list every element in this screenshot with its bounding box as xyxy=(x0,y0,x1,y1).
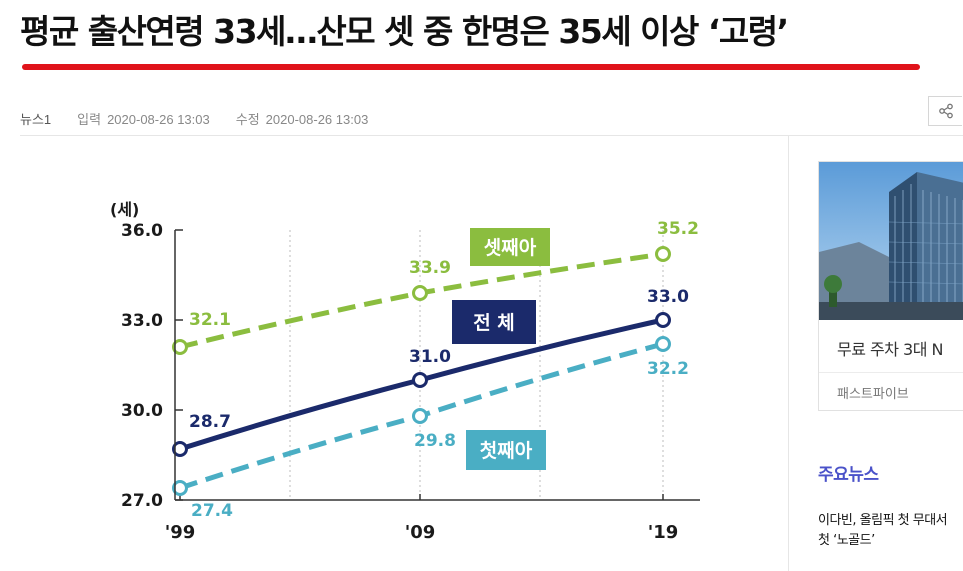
article-headline-block: 평균 출산연령 33세…산모 셋 중 한명은 35세 이상 ‘고령’ xyxy=(20,10,920,74)
ad-divider xyxy=(819,372,963,373)
y-axis-ticks: 36.0 33.0 30.0 27.0 xyxy=(121,221,183,511)
data-point xyxy=(655,246,671,262)
data-label: 28.7 xyxy=(189,412,231,432)
ad-building-image[interactable] xyxy=(819,162,963,320)
y-axis-unit: (세) xyxy=(110,200,139,219)
birth-age-line-chart: (세) 36.033.030.027.0 '99'09'19 32.133.93… xyxy=(110,200,700,543)
article-input-time: 입력 2020-08-26 13:03 xyxy=(77,109,210,128)
data-label: 32.2 xyxy=(647,359,689,379)
sidebar-ad-card[interactable]: 무료 주차 3대 N 패스트파이브 xyxy=(818,161,963,411)
x-axis-ticks: '99 '09 '19 xyxy=(165,494,679,543)
data-label: 33.9 xyxy=(409,258,451,278)
article-source[interactable]: 뉴스1 xyxy=(20,111,52,127)
headline-underline xyxy=(22,64,920,70)
data-point xyxy=(655,336,671,352)
edit-label: 수정 xyxy=(235,111,260,127)
data-point xyxy=(412,372,428,388)
data-point xyxy=(172,480,188,496)
news-item[interactable]: 이다빈, 올림픽 첫 무대서 첫 ‘노골드’ xyxy=(818,511,963,551)
chart-series: 32.1 33.9 35.2 28.7 31.0 33.0 27.4 29.8 32.2 xyxy=(172,219,699,521)
legend-label: 첫째아 xyxy=(480,440,533,462)
x-tick-label: '99 xyxy=(165,522,196,543)
article-edit-time: 수정 2020-08-26 13:03 xyxy=(236,109,369,128)
data-point xyxy=(172,441,188,457)
sidebar-divider xyxy=(788,136,789,571)
data-point xyxy=(172,339,188,355)
main-news-section: 주요뉴스 이다빈, 올림픽 첫 무대서 첫 ‘노골드’ xyxy=(818,460,963,551)
data-label: 32.1 xyxy=(189,310,231,330)
data-label: 33.0 xyxy=(647,287,689,307)
ad-title[interactable]: 무료 주차 3대 N xyxy=(837,340,944,359)
input-label: 입력 xyxy=(77,111,102,127)
y-tick-label: 33.0 xyxy=(121,311,163,331)
data-point xyxy=(655,312,671,328)
ad-brand: 패스트파이브 xyxy=(837,386,909,401)
x-tick-label: '09 xyxy=(405,522,436,543)
input-time: 2020-08-26 13:03 xyxy=(107,111,210,127)
legend-box xyxy=(470,228,550,266)
meta-divider xyxy=(20,135,963,136)
share-button[interactable] xyxy=(928,96,962,126)
legend-label: 전 체 xyxy=(473,312,515,334)
main-news-heading: 주요뉴스 xyxy=(818,465,879,485)
article-headline: 평균 출산연령 33세…산모 셋 중 한명은 35세 이상 ‘고령’ xyxy=(20,12,789,51)
news-item-line1[interactable]: 이다빈, 올림픽 첫 무대서 xyxy=(818,513,948,528)
data-label: 27.4 xyxy=(191,501,233,521)
y-tick-label: 27.0 xyxy=(121,491,163,511)
data-label: 35.2 xyxy=(657,219,699,239)
x-tick-label: '19 xyxy=(648,522,679,543)
y-tick-label: 36.0 xyxy=(121,221,163,241)
article-meta: 뉴스1 입력 2020-08-26 13:03 수정 2020-08-26 13:0… xyxy=(20,108,368,128)
data-label: 29.8 xyxy=(414,431,456,451)
edit-time: 2020-08-26 13:03 xyxy=(265,111,369,127)
y-tick-label: 30.0 xyxy=(121,401,163,421)
news-item-line2[interactable]: 첫 ‘노골드’ xyxy=(818,533,875,548)
data-point xyxy=(412,408,428,424)
data-point xyxy=(412,285,428,301)
share-icon xyxy=(938,103,953,119)
legend-label: 셋째아 xyxy=(484,237,537,259)
data-label: 31.0 xyxy=(409,347,451,367)
legend-box xyxy=(452,300,536,344)
legend-box xyxy=(466,430,546,470)
